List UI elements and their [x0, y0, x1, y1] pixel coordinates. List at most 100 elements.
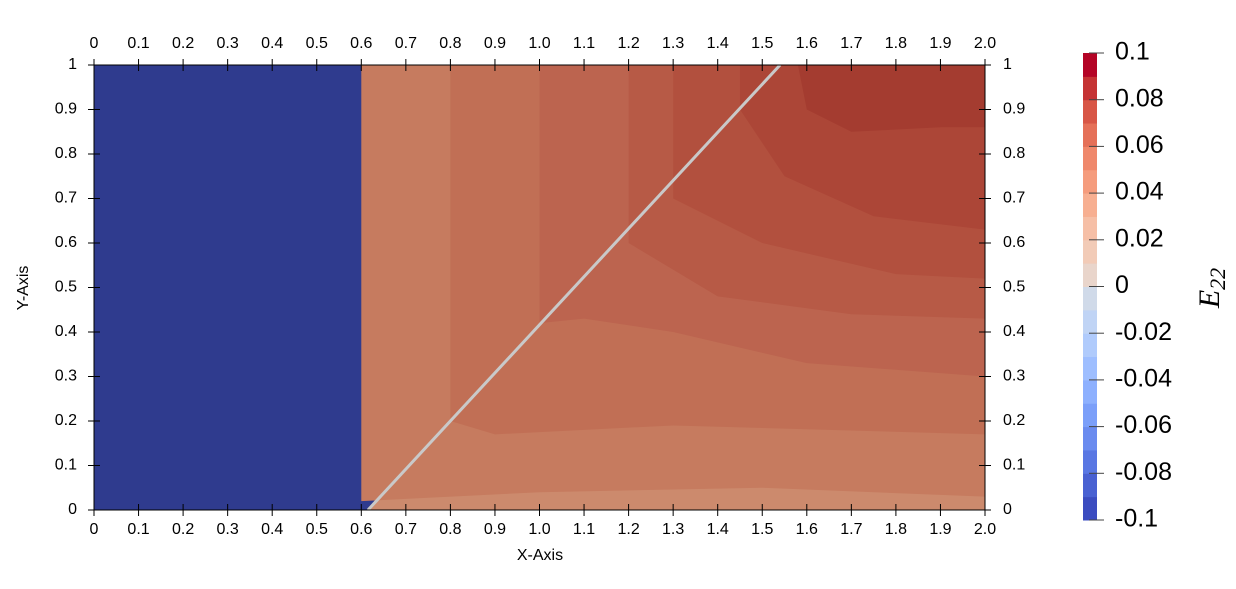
y-tick-label-right: 0.1 — [1003, 457, 1025, 474]
y-tick-label-right: 1 — [1003, 56, 1012, 73]
x-tick-label-top: 0.5 — [306, 35, 328, 52]
y-tick-label: 0.1 — [55, 457, 77, 474]
colorbar-tick-label: -0.1 — [1115, 505, 1158, 533]
x-tick-label: 1.9 — [929, 521, 951, 538]
x-tick-label-top: 1.0 — [528, 35, 550, 52]
x-tick-label: 2.0 — [974, 521, 996, 538]
x-tick-label-top: 0.6 — [350, 35, 372, 52]
x-tick-label: 1.3 — [662, 521, 684, 538]
colorbar-band — [1083, 403, 1097, 428]
x-tick-label-top: 2.0 — [974, 35, 996, 52]
y-tick-label: 0.3 — [55, 368, 77, 385]
colorbar-band — [1083, 216, 1097, 241]
y-tick-label: 0.4 — [55, 323, 77, 340]
colorbar-band — [1083, 53, 1097, 77]
colorbar-band — [1083, 333, 1097, 358]
y-tick-label: 0 — [68, 501, 77, 518]
y-tick-label: 0.6 — [55, 234, 77, 251]
y-tick-label: 0.7 — [55, 190, 77, 207]
x-tick-label-top: 0.1 — [127, 35, 149, 52]
x-tick-label-top: 1.6 — [796, 35, 818, 52]
colorbar-band — [1083, 263, 1097, 287]
y-tick-label-right: 0.9 — [1003, 101, 1025, 118]
x-tick-label-top: 0.2 — [172, 35, 194, 52]
x-tick-label-top: 1.9 — [929, 35, 951, 52]
x-tick-label: 0.2 — [172, 521, 194, 538]
x-tick-label: 1.6 — [796, 521, 818, 538]
x-tick-label: 1.7 — [840, 521, 862, 538]
colorbar-tick-label: 0.06 — [1115, 131, 1164, 159]
colorbar-band — [1083, 473, 1097, 498]
x-tick-label: 0.8 — [439, 521, 461, 538]
y-tick-label-right: 0.3 — [1003, 368, 1025, 385]
colorbar-band — [1083, 169, 1097, 194]
x-tick-label: 0.6 — [350, 521, 372, 538]
x-tick-label: 0.3 — [217, 521, 239, 538]
y-tick-label-right: 0.7 — [1003, 190, 1025, 207]
colorbar-label-sub: 22 — [1205, 268, 1230, 290]
colorbar-band — [1083, 99, 1097, 124]
colorbar-tick-label: -0.04 — [1115, 365, 1172, 393]
x-tick-label: 1.1 — [573, 521, 595, 538]
x-tick-label-top: 0 — [90, 35, 99, 52]
y-tick-label-right: 0.4 — [1003, 323, 1025, 340]
x-tick-label: 1.4 — [707, 521, 729, 538]
y-axis-label: Y-Axis — [15, 266, 32, 311]
x-tick-label: 1.5 — [751, 521, 773, 538]
x-tick-label-top: 0.9 — [484, 35, 506, 52]
x-tick-label-top: 1.1 — [573, 35, 595, 52]
colorbar-tick-label: 0 — [1115, 271, 1129, 299]
x-tick-label: 0.9 — [484, 521, 506, 538]
x-tick-label-top: 0.4 — [261, 35, 283, 52]
colorbar-band — [1083, 379, 1097, 404]
x-tick-label: 0.7 — [395, 521, 417, 538]
colorbar-tick-label: 0.04 — [1115, 178, 1164, 206]
y-tick-label-right: 0.8 — [1003, 145, 1025, 162]
x-tick-label-top: 1.2 — [617, 35, 639, 52]
colorbar-tick-label: 0.02 — [1115, 224, 1164, 252]
contour-region — [797, 65, 985, 132]
colorbar-band — [1083, 76, 1097, 101]
colorbar-band — [1083, 239, 1097, 264]
x-tick-label-top: 1.4 — [707, 35, 729, 52]
x-tick-label: 0.4 — [261, 521, 283, 538]
x-tick-label-top: 1.8 — [885, 35, 907, 52]
colorbar-band — [1083, 356, 1097, 381]
x-tick-label: 1.2 — [617, 521, 639, 538]
y-tick-label-right: 0.6 — [1003, 234, 1025, 251]
x-tick-label-top: 1.5 — [751, 35, 773, 52]
x-tick-label: 1.0 — [528, 521, 550, 538]
x-axis-label: X-Axis — [517, 547, 563, 564]
colorbar-label-main: E — [1193, 290, 1226, 309]
colorbar-band — [1083, 496, 1097, 521]
colorbar-tick-label: -0.02 — [1115, 318, 1172, 346]
plot-area — [94, 65, 985, 510]
x-tick-label: 0.1 — [127, 521, 149, 538]
colorbar-tick-label: 0.1 — [1115, 38, 1150, 66]
x-tick-label-top: 1.3 — [662, 35, 684, 52]
y-tick-label: 0.5 — [55, 279, 77, 296]
colorbar-band — [1083, 146, 1097, 171]
x-tick-label-top: 1.7 — [840, 35, 862, 52]
y-tick-label-right: 0 — [1003, 501, 1012, 518]
x-tick-label: 0.5 — [306, 521, 328, 538]
colorbar-tick-label: -0.06 — [1115, 411, 1172, 439]
y-tick-label: 0.8 — [55, 145, 77, 162]
x-tick-label: 0 — [90, 521, 99, 538]
y-tick-label-right: 0.2 — [1003, 412, 1025, 429]
colorbar-band — [1083, 426, 1097, 451]
x-tick-label: 1.8 — [885, 521, 907, 538]
colorbar-band — [1083, 309, 1097, 334]
y-tick-label-right: 0.5 — [1003, 279, 1025, 296]
x-tick-label-top: 0.7 — [395, 35, 417, 52]
colorbar-band — [1083, 193, 1097, 217]
colorbar-tick-label: 0.08 — [1115, 84, 1164, 112]
y-tick-label: 1 — [68, 56, 77, 73]
colorbar-band — [1083, 123, 1097, 147]
zero-boundary — [366, 65, 782, 510]
colorbar-band — [1083, 449, 1097, 474]
colorbar-tick-label: -0.08 — [1115, 458, 1172, 486]
colorbar-band — [1083, 286, 1097, 311]
x-tick-label-top: 0.8 — [439, 35, 461, 52]
